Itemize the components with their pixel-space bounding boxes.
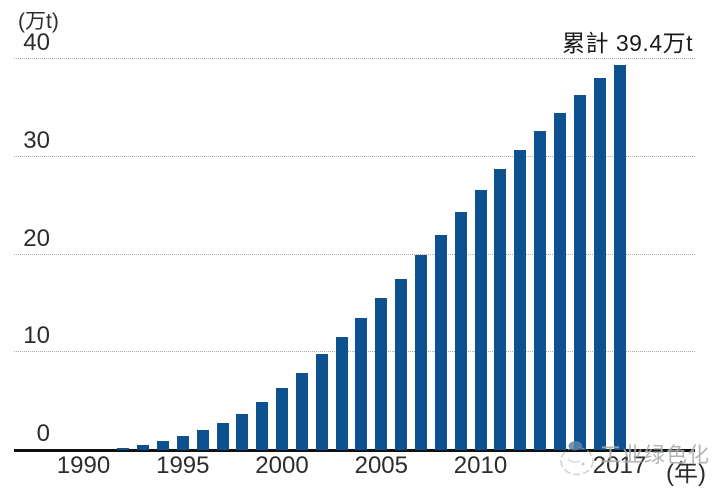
bar-1999 bbox=[256, 402, 269, 450]
gridline bbox=[14, 253, 695, 255]
x-tick-label-2010: 2010 bbox=[453, 452, 508, 479]
bar-2013 bbox=[534, 131, 546, 450]
cumulative-total-annotation: 累計 39.4万t bbox=[561, 30, 693, 56]
bar-2005 bbox=[375, 298, 388, 450]
bar-1998 bbox=[236, 414, 249, 450]
bar-2016 bbox=[593, 78, 606, 450]
bar-1995 bbox=[176, 436, 189, 450]
bar-2004 bbox=[355, 318, 368, 450]
bar-1992 bbox=[117, 448, 130, 450]
x-axis-unit-label: (年) bbox=[666, 460, 706, 487]
x-tick-label-2005: 2005 bbox=[354, 452, 408, 479]
bar-2001 bbox=[295, 373, 308, 450]
gridline bbox=[14, 58, 695, 59]
bar-2007 bbox=[415, 255, 427, 450]
bar-1997 bbox=[216, 423, 229, 450]
y-tick-label: 20 bbox=[23, 224, 50, 252]
bar-2003 bbox=[335, 337, 348, 450]
y-axis-unit-label: (万t) bbox=[18, 10, 59, 33]
y-tick-label: 40 bbox=[23, 29, 50, 56]
x-tick-label-2017: 2017 bbox=[592, 452, 647, 479]
y-tick-label: 0 bbox=[36, 420, 50, 447]
x-tick-label-2000: 2000 bbox=[255, 452, 309, 479]
gridline bbox=[14, 155, 695, 157]
bar-2006 bbox=[395, 279, 408, 450]
bar-2015 bbox=[573, 95, 586, 450]
bar-1996 bbox=[196, 430, 209, 450]
x-tick-label-1995: 1995 bbox=[156, 452, 210, 479]
bar-2017 bbox=[613, 65, 626, 450]
x-axis-baseline bbox=[14, 449, 695, 452]
x-tick-label-1990: 1990 bbox=[56, 452, 111, 479]
bar-2014 bbox=[553, 113, 566, 450]
gridline bbox=[14, 351, 695, 353]
bar-1994 bbox=[156, 441, 169, 450]
y-tick-label: 30 bbox=[23, 126, 50, 154]
bar-2002 bbox=[315, 354, 328, 450]
bar-2000 bbox=[276, 388, 288, 450]
bar-1993 bbox=[137, 445, 150, 450]
bar-2011 bbox=[494, 169, 507, 450]
y-tick-label: 10 bbox=[23, 322, 50, 350]
bar-2012 bbox=[514, 150, 527, 450]
bar-2010 bbox=[474, 190, 487, 450]
bar-2008 bbox=[434, 235, 447, 450]
bar-2009 bbox=[454, 212, 467, 450]
